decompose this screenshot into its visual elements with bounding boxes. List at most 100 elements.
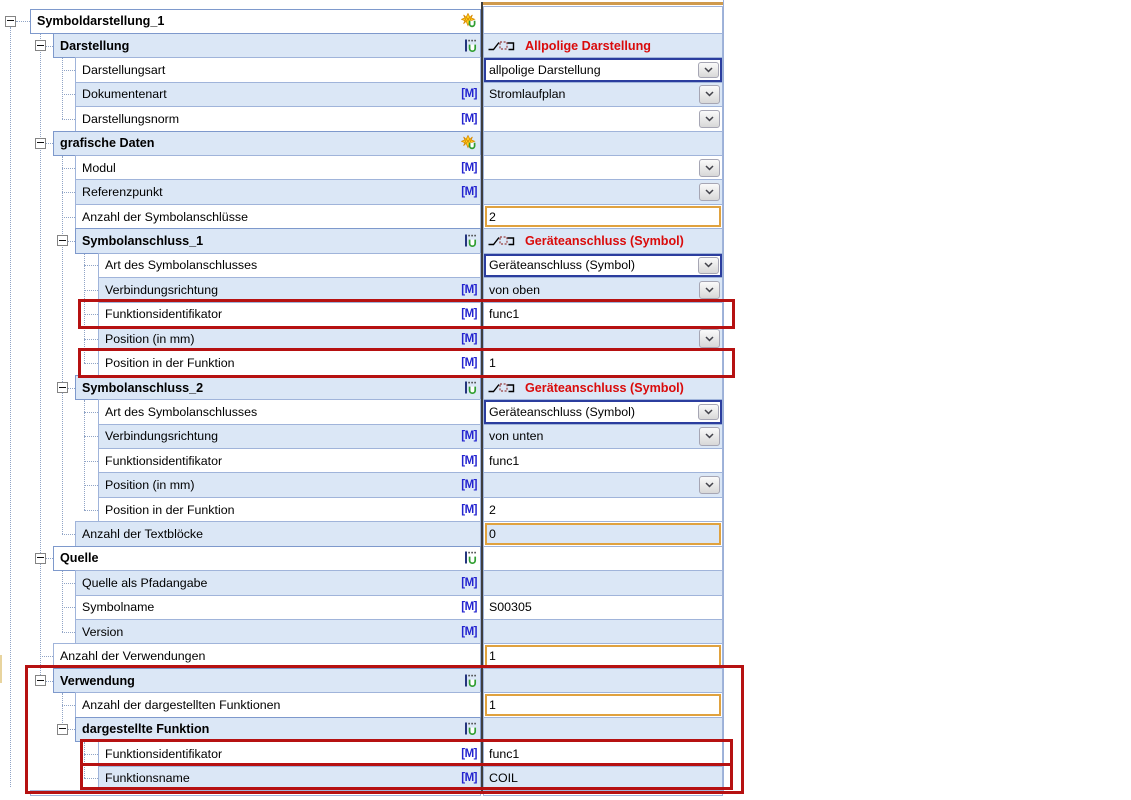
value-art-des-symbolanschlusses-16[interactable]: Geräteanschluss (Symbol) — [483, 399, 723, 425]
m-flag-icon: [M] — [461, 112, 477, 125]
tree-connector-stub — [84, 411, 98, 413]
row-verbindungsrichtung-11[interactable]: Verbindungsrichtung [M] — [98, 277, 481, 303]
row-verbindungsrichtung-17[interactable]: Verbindungsrichtung [M] — [98, 423, 481, 450]
tree-connector-line — [84, 741, 85, 779]
row-anzahl-der-symbolanschl-sse-8[interactable]: Anzahl der Symbolanschlüsse — [75, 203, 481, 230]
value-anzahl-der-verwendungen-26[interactable]: 1 — [483, 643, 723, 669]
row-dargestellte-funktion-29[interactable]: dargestellte Funktion — [75, 716, 481, 743]
dropdown-button[interactable] — [698, 158, 720, 177]
row-referenzpunkt-7[interactable]: Referenzpunkt [M] — [75, 179, 481, 205]
expand-toggle[interactable] — [34, 552, 46, 564]
tree-connector-stub — [67, 729, 75, 731]
value-verbindungsrichtung-17[interactable]: von unten — [483, 423, 723, 450]
dropdown-button[interactable] — [698, 182, 720, 202]
expand-toggle[interactable] — [34, 40, 46, 52]
value-anzahl-der-textbl-cke-21[interactable]: 0 — [483, 521, 723, 547]
row-position-in-mm-13[interactable]: Position (in mm) [M] — [98, 325, 481, 352]
dropdown-button[interactable] — [698, 475, 720, 495]
row-art-des-symbolanschlusses-16[interactable]: Art des Symbolanschlusses — [98, 399, 481, 425]
value-darstellungsart-2[interactable]: allpolige Darstellung — [483, 57, 723, 83]
row-funktionsidentifikator-30[interactable]: Funktionsidentifikator [M] — [98, 741, 481, 767]
m-flag-icon: [M] — [461, 576, 477, 589]
value-dargestellte-funktion-29 — [483, 716, 723, 743]
row-darstellung-1[interactable]: Darstellung — [53, 32, 481, 59]
value-art-des-symbolanschlusses-10[interactable]: Geräteanschluss (Symbol) — [483, 252, 723, 279]
row-quelle-22[interactable]: Quelle — [53, 545, 481, 572]
tree-connector-stub — [62, 70, 75, 72]
row-symbolanschluss-2-15[interactable]: Symbolanschluss_2 — [75, 374, 481, 401]
value-verbindungsrichtung-11[interactable]: von oben — [483, 277, 723, 303]
tree-root-line — [10, 27, 11, 787]
value-funktionsidentifikator-12[interactable]: func1 — [483, 301, 723, 327]
row-funktionsname-31[interactable]: Funktionsname [M] — [98, 765, 481, 791]
value-anzahl-der-dargestellten-funktionen-28[interactable]: 1 — [483, 692, 723, 718]
dropdown-button[interactable] — [697, 257, 719, 274]
row-position-in-der-funktion-20[interactable]: Position in der Funktion [M] — [98, 496, 481, 523]
chevron-down-icon — [704, 189, 714, 195]
expand-toggle[interactable] — [56, 723, 68, 735]
star-icon — [461, 13, 478, 29]
dropdown-button[interactable] — [698, 85, 720, 104]
row-grafische-daten-5[interactable]: grafische Daten — [53, 130, 481, 156]
row-anzahl-der-verwendungen-26[interactable]: Anzahl der Verwendungen — [53, 643, 481, 669]
value-verwendung-27 — [483, 667, 723, 694]
value-anzahl-der-symbolanschl-sse-8[interactable]: 2 — [483, 203, 723, 230]
row-symbolname-24[interactable]: Symbolname [M] — [75, 594, 481, 620]
property-label: Quelle als Pfadangabe — [82, 575, 208, 590]
value-position-in-mm-13[interactable] — [483, 325, 723, 352]
value-dokumentenart-3[interactable]: Stromlaufplan — [483, 81, 723, 108]
expand-toggle[interactable] — [34, 675, 46, 687]
row-modul-6[interactable]: Modul [M] — [75, 155, 481, 181]
property-label: Verwendung — [60, 673, 135, 688]
row-quelle-als-pfadangabe-23[interactable]: Quelle als Pfadangabe [M] — [75, 570, 481, 596]
expand-toggle[interactable] — [4, 15, 16, 27]
value-funktionsidentifikator-18[interactable]: func1 — [483, 448, 723, 474]
row-darstellungsart-2[interactable]: Darstellungsart — [75, 57, 481, 83]
row-art-des-symbolanschlusses-10[interactable]: Art des Symbolanschlusses — [98, 252, 481, 279]
dropdown-button[interactable] — [698, 329, 720, 348]
row-verwendung-27[interactable]: Verwendung — [53, 667, 481, 694]
row-funktionsidentifikator-18[interactable]: Funktionsidentifikator [M] — [98, 448, 481, 474]
row-symbolanschluss-1-9[interactable]: Symbolanschluss_1 — [75, 228, 481, 254]
dropdown-button[interactable] — [697, 403, 719, 421]
tree-connector-stub — [62, 216, 75, 218]
tree-connector-line — [84, 253, 85, 364]
property-label: Symbolanschluss_2 — [82, 380, 204, 395]
tree-connector-stub — [40, 656, 53, 658]
row-anzahl-der-textbl-cke-21[interactable]: Anzahl der Textblöcke — [75, 521, 481, 547]
value-position-in-der-funktion-20[interactable]: 2 — [483, 496, 723, 523]
value-text: von oben — [489, 282, 540, 297]
tree-connector-stub — [84, 265, 98, 267]
value-position-in-mm-19[interactable] — [483, 472, 723, 498]
dropdown-button[interactable] — [697, 61, 719, 79]
right-column-hairline — [722, 0, 724, 791]
row-symboldarstellung-1-0[interactable]: Symboldarstellung_1 — [30, 8, 481, 34]
dropdown-button[interactable] — [698, 109, 720, 129]
dropdown-button[interactable] — [698, 427, 720, 446]
property-label: Darstellungsart — [82, 63, 166, 78]
value-darstellungsnorm-4[interactable] — [483, 106, 723, 132]
property-label: Anzahl der dargestellten Funktionen — [82, 697, 281, 712]
dropdown-button[interactable] — [698, 280, 720, 300]
row-position-in-mm-19[interactable]: Position (in mm) [M] — [98, 472, 481, 498]
value-position-in-der-funktion-14[interactable]: 1 — [483, 350, 723, 376]
row-version-25[interactable]: Version [M] — [75, 619, 481, 645]
chevron-down-icon — [703, 67, 713, 73]
row-funktionsidentifikator-12[interactable]: Funktionsidentifikator [M] — [98, 301, 481, 327]
expand-toggle[interactable] — [34, 137, 46, 149]
tree-connector-line — [62, 570, 63, 632]
row-position-in-der-funktion-14[interactable]: Position in der Funktion [M] — [98, 350, 481, 376]
value-referenzpunkt-7[interactable] — [483, 179, 723, 205]
expand-toggle[interactable] — [56, 235, 68, 247]
expand-toggle[interactable] — [56, 382, 68, 393]
row-dokumentenart-3[interactable]: Dokumentenart [M] — [75, 81, 481, 108]
value-symbolname-24[interactable]: S00305 — [483, 594, 723, 620]
row-anzahl-der-dargestellten-funktionen-28[interactable]: Anzahl der dargestellten Funktionen — [75, 692, 481, 718]
property-label: Funktionsidentifikator — [105, 307, 223, 322]
property-label: Funktionsname — [105, 771, 190, 786]
value-funktionsidentifikator-30[interactable]: func1 — [483, 741, 723, 767]
tree-connector-stub — [84, 460, 98, 462]
row-darstellungsnorm-4[interactable]: Darstellungsnorm [M] — [75, 106, 481, 132]
value-funktionsname-31[interactable]: COIL — [483, 765, 723, 791]
value-modul-6[interactable] — [483, 155, 723, 181]
